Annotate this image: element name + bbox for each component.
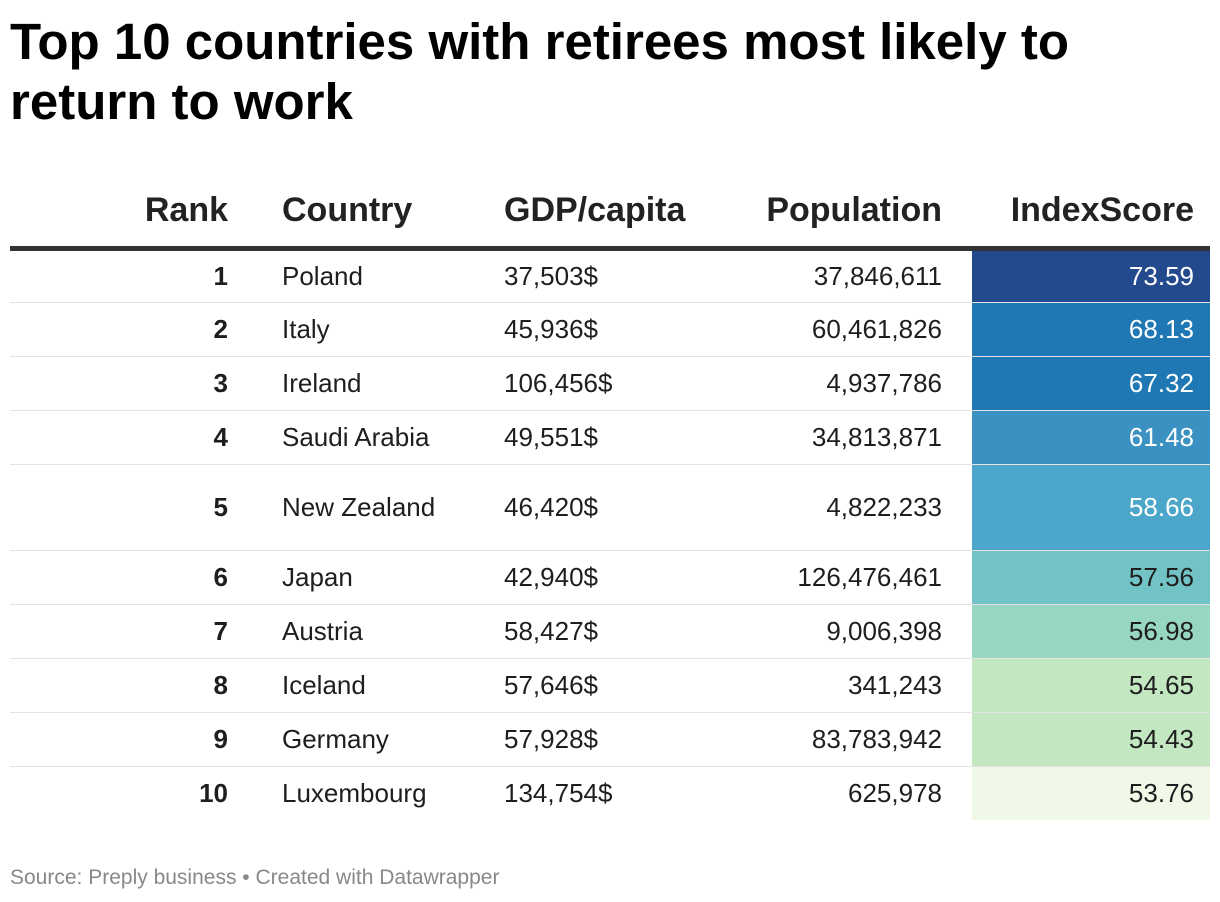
table-row: 10 Luxembourg 134,754$ 625,978 53.76 (10, 766, 1210, 820)
gdp-cell: 106,456$ (472, 356, 652, 411)
population-cell: 625,978 (848, 778, 942, 809)
country-cell: Saudi Arabia (250, 410, 472, 465)
rank-cell: 3 (10, 356, 250, 411)
table-body: 1 Poland 37,503$ 37,846,611 73.59 2 Italy 45,93… (10, 248, 1210, 820)
indexscore-cell: 73.59 (972, 248, 1210, 303)
country-cell: Poland (250, 248, 472, 303)
population-cell: 341,243 (652, 658, 972, 713)
table-row: 1 Poland 37,503$ 37,846,611 73.59 (10, 248, 1210, 303)
indexscore-cell: 56.98 (972, 604, 1210, 659)
indexscore-cell: 67.32 (972, 356, 1210, 411)
rank-cell: 6 (10, 550, 250, 605)
population-cell: 4,822,233 (652, 464, 972, 551)
rank-cell: 1 (10, 248, 250, 303)
indexscore-cell: 54.43 (972, 712, 1210, 767)
chart-title: Top 10 countries with retirees most like… (10, 13, 1069, 130)
population-cell: 83,783,942 (652, 712, 972, 767)
population-cell: 9,006,398 (652, 604, 972, 659)
country-cell: Germany (250, 712, 472, 767)
gdp-cell: 46,420$ (472, 464, 652, 551)
source-note: Source: Preply business (10, 866, 237, 889)
population-cell: 60,461,826 (652, 302, 972, 357)
rank-cell: 5 (10, 464, 250, 551)
table-row: 4 Saudi Arabia 49,551$ 34,813,871 61.48 (10, 410, 1210, 465)
table-row: 7 Austria 58,427$ 9,006,398 56.98 (10, 604, 1210, 659)
indexscore-cell: 61.48 (972, 410, 1210, 465)
credit-note: Created with Datawrapper (255, 866, 500, 889)
gdp-cell: 37,503$ (472, 248, 652, 303)
country-cell: Iceland (250, 658, 472, 713)
gdp-cell: 42,940$ (472, 550, 652, 605)
gdp-cell: 45,936$ (472, 302, 652, 357)
population-cell: 4,937,786 (652, 356, 972, 411)
country-cell: Ireland (250, 356, 472, 411)
column-header-population[interactable]: Population (652, 176, 972, 251)
rank-cell: 2 (10, 302, 250, 357)
gdp-cell: 57,928$ (472, 712, 652, 767)
population-cell: 34,813,871 (652, 410, 972, 465)
table-row: 9 Germany 57,928$ 83,783,942 54.43 (10, 712, 1210, 767)
column-header-country[interactable]: Country (250, 176, 472, 251)
indexscore-cell: 53.76 (972, 766, 1210, 820)
data-table: Rank Country GDP/capita Population Index… (10, 176, 1210, 820)
indexscore-cell: 58.66 (972, 464, 1210, 551)
column-header-rank[interactable]: Rank (10, 176, 250, 251)
gdp-cell: 58,427$ (472, 604, 652, 659)
footer-separator: • (242, 866, 250, 889)
population-cell: 37,846,611 (652, 248, 972, 303)
rank-cell: 8 (10, 658, 250, 713)
table-row: 2 Italy 45,936$ 60,461,826 68.13 (10, 302, 1210, 357)
column-header-indexscore[interactable]: IndexScore (972, 176, 1210, 251)
country-cell: Japan (250, 550, 472, 605)
indexscore-cell: 57.56 (972, 550, 1210, 605)
country-cell: Luxembourg (282, 778, 427, 809)
table-row: 6 Japan 42,940$ 126,476,461 57.56 (10, 550, 1210, 605)
gdp-cell: 134,754$ (504, 778, 613, 809)
table-row: 8 Iceland 57,646$ 341,243 54.65 (10, 658, 1210, 713)
rank-cell: 9 (10, 712, 250, 767)
table-row: 3 Ireland 106,456$ 4,937,786 67.32 (10, 356, 1210, 411)
chart-footer: Source: Preply business • Created with D… (10, 866, 499, 890)
table-row: 5 New Zealand 46,420$ 4,822,233 58.66 (10, 464, 1210, 551)
country-cell: Austria (250, 604, 472, 659)
column-header-gdp[interactable]: GDP/capita (472, 176, 685, 251)
indexscore-cell: 54.65 (972, 658, 1210, 713)
country-cell: Italy (250, 302, 472, 357)
rank-cell: 4 (10, 410, 250, 465)
table-header-row: Rank Country GDP/capita Population Index… (10, 176, 1210, 251)
country-cell: New Zealand (250, 464, 472, 551)
indexscore-cell: 68.13 (972, 302, 1210, 357)
population-cell: 126,476,461 (652, 550, 972, 605)
gdp-cell: 57,646$ (472, 658, 652, 713)
gdp-cell: 49,551$ (472, 410, 652, 465)
rank-cell: 10 (199, 778, 228, 809)
rank-cell: 7 (10, 604, 250, 659)
